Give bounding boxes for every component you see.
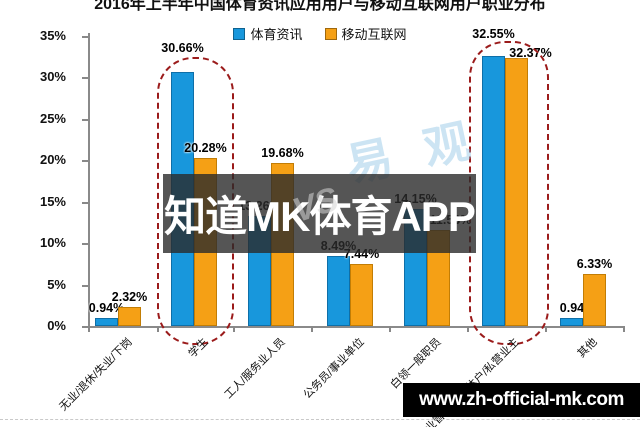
bar-value-label: 2.32% xyxy=(111,289,148,304)
x-axis-tick xyxy=(156,326,159,332)
y-axis-tick xyxy=(82,201,88,204)
y-axis-tick-label: 30% xyxy=(39,69,66,85)
x-axis-tick xyxy=(466,326,469,332)
y-axis-tick xyxy=(82,36,88,38)
y-axis-tick-label: 25% xyxy=(39,110,66,126)
center-watermark-overlay: 知道MK体育APP xyxy=(163,174,476,253)
bar-value-label: 0.94% xyxy=(88,301,125,316)
y-axis-tick-label: 35% xyxy=(39,28,66,43)
x-axis-tick xyxy=(232,326,235,332)
x-axis-tick xyxy=(623,326,625,332)
legend: 体育资讯 移动互联网 xyxy=(0,24,640,43)
bar-value-label: 32.55% xyxy=(472,27,515,42)
y-axis-tick xyxy=(82,160,88,163)
y-axis-tick-label: 5% xyxy=(47,276,66,292)
x-axis-tick xyxy=(88,326,90,332)
x-axis-tick xyxy=(310,326,313,332)
bar-移动互联网-0 xyxy=(118,306,141,326)
bar-体育资讯-6 xyxy=(560,318,583,326)
chart-title: 2016年上半年中国体育资讯应用用户与移动互联网用户职业分布 xyxy=(94,0,546,13)
bar-value-label: 6.33% xyxy=(576,256,613,271)
legend-item-sports: 体育资讯 xyxy=(233,24,303,43)
legend-label-mobile: 移动互联网 xyxy=(341,27,407,42)
y-axis-tick xyxy=(82,284,88,287)
x-axis-tick xyxy=(544,326,547,332)
site-watermark-text: www.zh-official-mk.com xyxy=(419,389,624,410)
legend-swatch-mobile-icon xyxy=(324,27,337,40)
bar-value-label: 20.28% xyxy=(184,140,227,155)
site-watermark-box: www.zh-official-mk.com xyxy=(403,383,640,417)
x-axis-label: 公务员/事业单位 xyxy=(301,336,367,402)
y-axis-tick xyxy=(82,326,88,328)
bar-value-label: 30.66% xyxy=(161,40,204,55)
y-axis-tick-label: 0% xyxy=(47,318,66,333)
bar-体育资讯-3 xyxy=(327,255,350,326)
highlight-ring xyxy=(469,41,549,345)
y-axis-tick xyxy=(82,118,88,121)
bar-移动互联网-6 xyxy=(583,273,606,326)
legend-label-sports: 体育资讯 xyxy=(250,27,303,42)
center-watermark-text: 知道MK体育APP xyxy=(164,193,476,240)
y-axis-tick-label: 15% xyxy=(39,193,66,209)
bar-体育资讯-0 xyxy=(95,318,118,326)
legend-swatch-sports-icon xyxy=(233,27,246,40)
y-axis-tick xyxy=(82,77,88,80)
bar-移动互联网-3 xyxy=(350,264,373,326)
x-axis-label: 无业/退休/失业/下岗 xyxy=(57,336,135,414)
bar-value-label: 19.68% xyxy=(261,145,304,160)
legend-item-mobile: 移动互联网 xyxy=(324,24,407,43)
y-axis-tick-label: 20% xyxy=(39,152,66,168)
y-axis-tick xyxy=(82,243,88,246)
x-axis-label: 其他 xyxy=(575,336,600,361)
y-axis xyxy=(88,33,90,326)
bottom-divider xyxy=(0,419,640,420)
y-axis-tick-label: 10% xyxy=(39,235,66,251)
x-axis xyxy=(88,326,623,328)
x-axis-tick xyxy=(388,326,391,332)
x-axis-label: 工人/服务业人员 xyxy=(222,336,288,402)
